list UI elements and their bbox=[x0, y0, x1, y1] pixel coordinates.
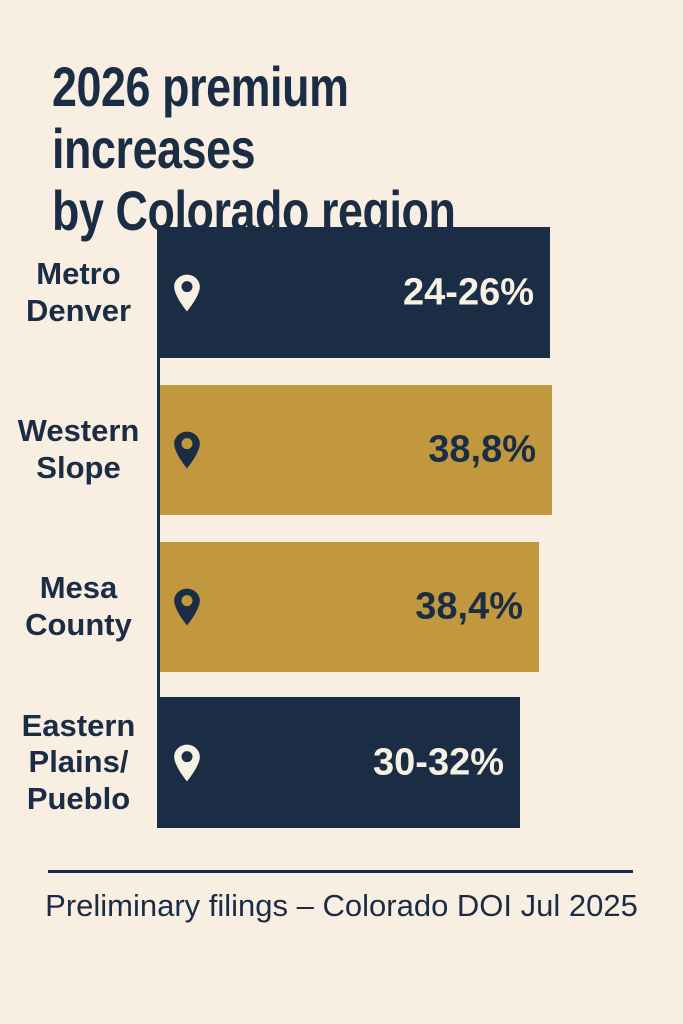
bar-row-eastern-plains-pueblo: Eastern Plains/ Pueblo 30-32% bbox=[0, 697, 683, 828]
y-axis-line bbox=[157, 227, 160, 828]
bar: 38,8% bbox=[160, 385, 552, 515]
row-label: Western Slope bbox=[17, 413, 140, 485]
row-label: Eastern Plains/ Pueblo bbox=[21, 707, 136, 816]
map-pin-icon bbox=[174, 744, 200, 781]
source-note: Preliminary filings – Colorado DOI Jul 2… bbox=[45, 888, 638, 923]
row-label: Mesa County bbox=[25, 570, 132, 642]
bar-value-label: 38,8% bbox=[428, 428, 536, 471]
bar: 30-32% bbox=[160, 697, 520, 828]
bar-row-western-slope: Western Slope 38,8% bbox=[0, 385, 683, 515]
bar-row-mesa-county: Mesa County 38,4% bbox=[0, 542, 683, 672]
map-pin-icon bbox=[174, 274, 200, 311]
bar-value-label: 30-32% bbox=[373, 741, 504, 783]
bar-row-metro-denver: Metro Denver 24-26% bbox=[0, 227, 683, 358]
map-pin-icon bbox=[174, 431, 200, 469]
chart-title: 2026 premium increases by Colorado regio… bbox=[52, 55, 456, 243]
row-label: Metro Denver bbox=[25, 255, 132, 328]
footer-divider bbox=[48, 870, 633, 873]
bar: 38,4% bbox=[160, 542, 539, 672]
map-pin-icon bbox=[174, 588, 200, 626]
bar-value-label: 38,4% bbox=[415, 585, 523, 628]
bar-value-label: 24-26% bbox=[403, 271, 534, 313]
bar: 24-26% bbox=[160, 227, 550, 358]
bar-chart: Metro Denver 24-26% Western Slope 38,8% … bbox=[0, 227, 683, 828]
